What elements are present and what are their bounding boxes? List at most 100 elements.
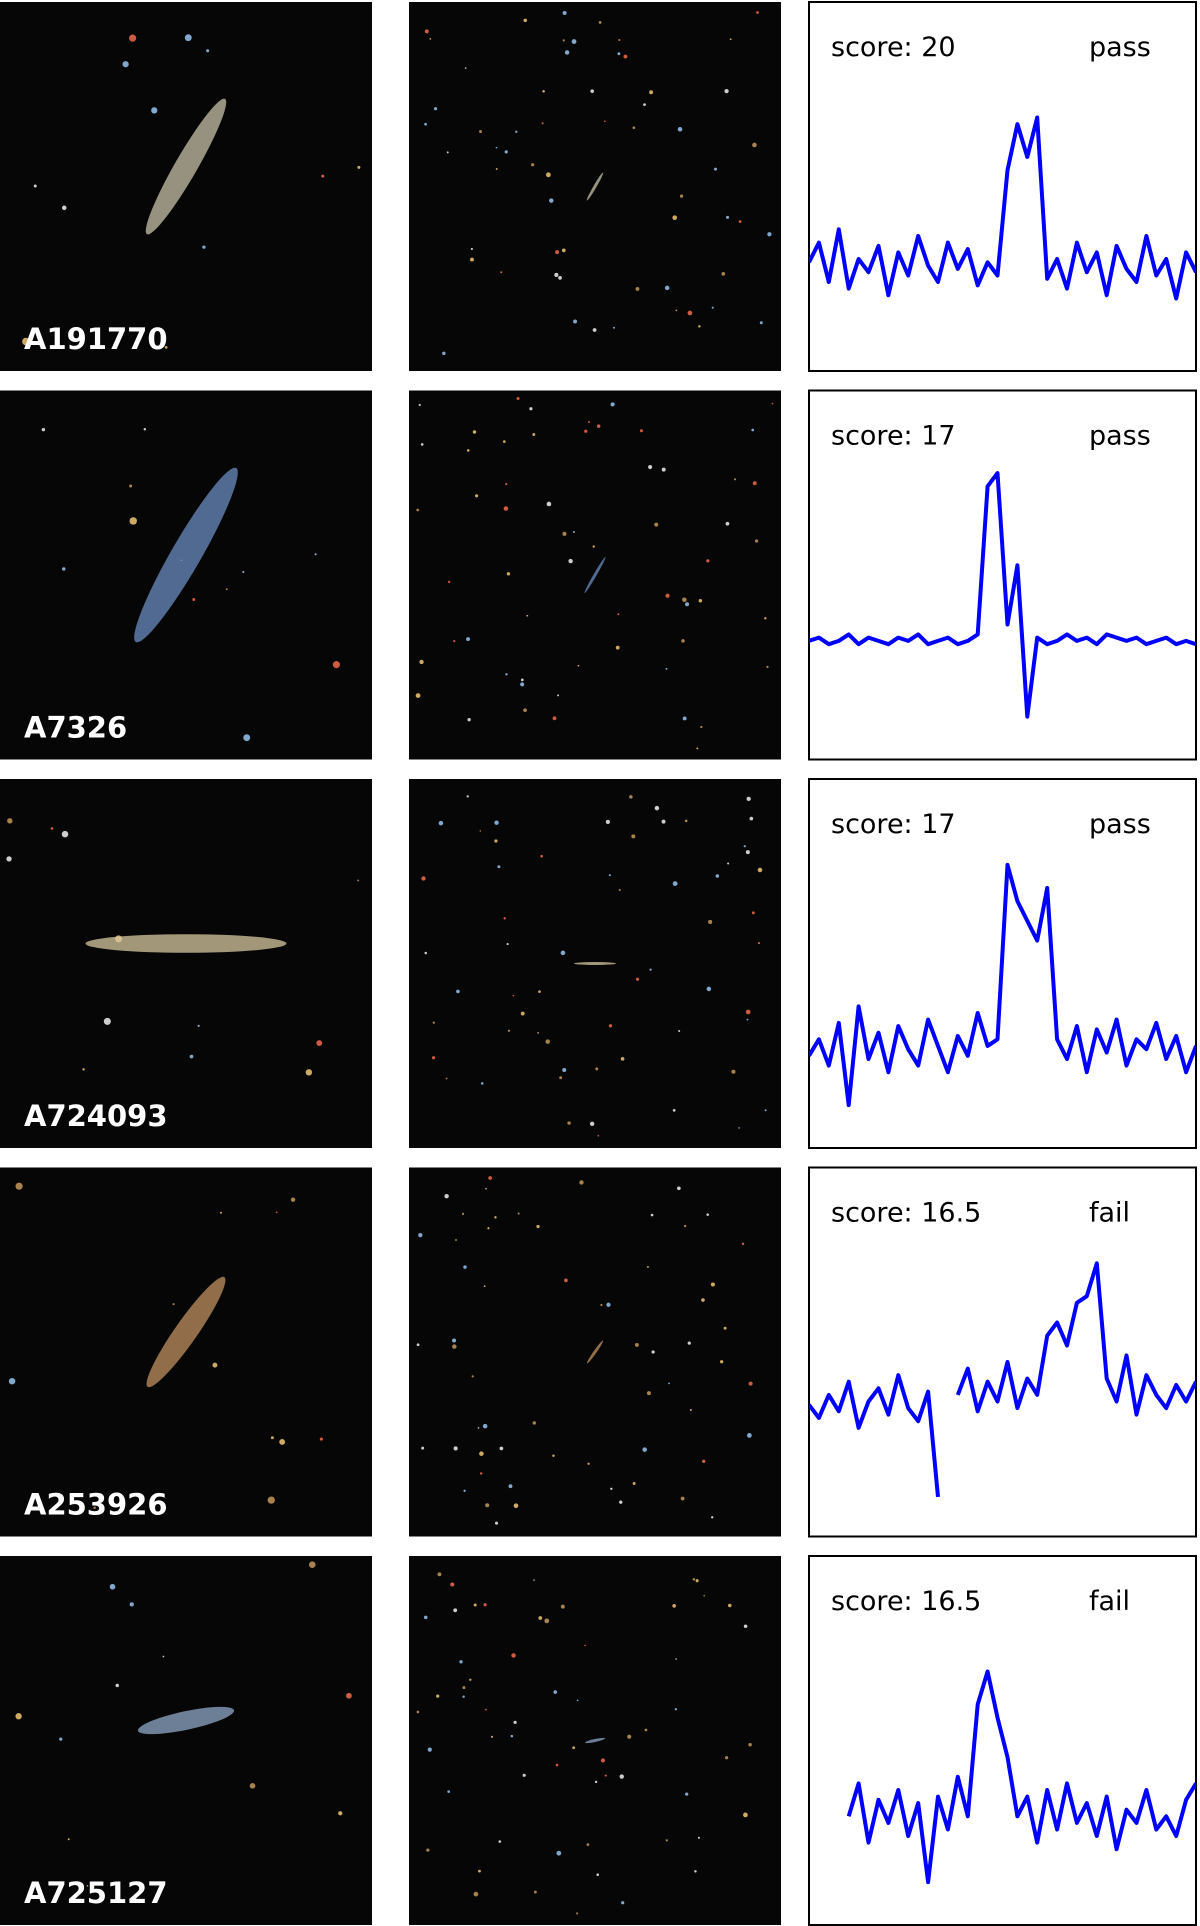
star	[615, 645, 620, 650]
star	[562, 531, 567, 536]
star	[416, 508, 419, 512]
star	[446, 151, 449, 154]
star	[459, 1660, 463, 1664]
star	[279, 1439, 286, 1445]
star	[424, 29, 429, 34]
star	[665, 667, 668, 670]
star	[192, 598, 196, 601]
star	[623, 54, 628, 59]
star	[426, 1848, 430, 1852]
star	[610, 1487, 613, 1490]
star	[562, 10, 567, 15]
star	[427, 1747, 432, 1752]
star	[665, 1839, 668, 1842]
star	[184, 34, 192, 42]
star	[697, 1836, 700, 1839]
star	[689, 1409, 692, 1411]
verdict-label: fail	[1089, 1198, 1130, 1229]
star	[757, 867, 763, 873]
sky-image	[0, 779, 372, 1148]
star	[558, 276, 562, 280]
star	[741, 1242, 745, 1246]
star	[462, 1695, 465, 1698]
star	[632, 126, 636, 130]
star	[529, 407, 533, 411]
star	[453, 640, 456, 643]
star	[308, 1561, 316, 1568]
star	[544, 1618, 550, 1624]
star	[424, 122, 427, 126]
star	[618, 888, 621, 892]
star	[680, 1496, 685, 1501]
star	[766, 665, 769, 669]
star	[621, 1901, 625, 1905]
star	[357, 879, 360, 882]
object-label: A7326	[24, 711, 127, 745]
star	[632, 1481, 636, 1485]
star	[675, 309, 678, 312]
verdict-label: pass	[1089, 809, 1151, 840]
star	[6, 856, 12, 862]
star	[504, 150, 508, 154]
star	[461, 1212, 465, 1216]
star	[590, 89, 594, 93]
star	[764, 1109, 767, 1112]
star	[526, 614, 529, 617]
star	[608, 874, 611, 877]
star	[485, 1503, 490, 1508]
star	[757, 942, 761, 945]
star	[586, 1843, 590, 1847]
star	[206, 49, 210, 53]
star	[571, 39, 577, 44]
star	[93, 1506, 96, 1509]
star	[646, 1265, 649, 1268]
star	[129, 484, 133, 488]
star	[463, 1489, 466, 1492]
star	[453, 1608, 458, 1613]
galaxy	[574, 962, 616, 965]
star	[713, 167, 717, 171]
star	[677, 1186, 681, 1191]
star	[648, 464, 653, 470]
star	[497, 865, 501, 869]
star	[424, 951, 428, 955]
star	[604, 120, 606, 122]
score-label: score: 16.5	[831, 1586, 981, 1617]
star	[672, 215, 678, 221]
star	[242, 570, 245, 574]
star	[466, 637, 470, 642]
plot-frame	[808, 389, 1197, 761]
star	[743, 845, 746, 848]
star	[357, 165, 361, 169]
star	[696, 747, 699, 750]
star	[499, 1446, 504, 1451]
star	[594, 1780, 598, 1784]
galaxy	[584, 556, 606, 594]
star	[562, 39, 565, 42]
star	[455, 1239, 457, 1241]
score-label: score: 17	[831, 809, 956, 840]
star	[517, 1212, 520, 1215]
star	[561, 248, 566, 253]
star	[646, 1391, 651, 1396]
star	[162, 1655, 165, 1658]
star	[483, 1285, 486, 1288]
star	[606, 1302, 611, 1307]
star	[523, 708, 527, 713]
star	[456, 989, 460, 994]
star	[122, 61, 129, 68]
object-label: A253926	[24, 1488, 168, 1522]
star	[129, 1602, 134, 1607]
star	[472, 430, 477, 434]
star	[572, 530, 575, 534]
star	[452, 1338, 457, 1343]
star	[345, 1692, 352, 1699]
star	[445, 1077, 448, 1080]
star	[619, 1774, 624, 1779]
star	[573, 319, 578, 324]
star	[604, 1774, 607, 1777]
star	[464, 67, 467, 69]
star	[694, 1870, 697, 1873]
star	[537, 1031, 539, 1034]
